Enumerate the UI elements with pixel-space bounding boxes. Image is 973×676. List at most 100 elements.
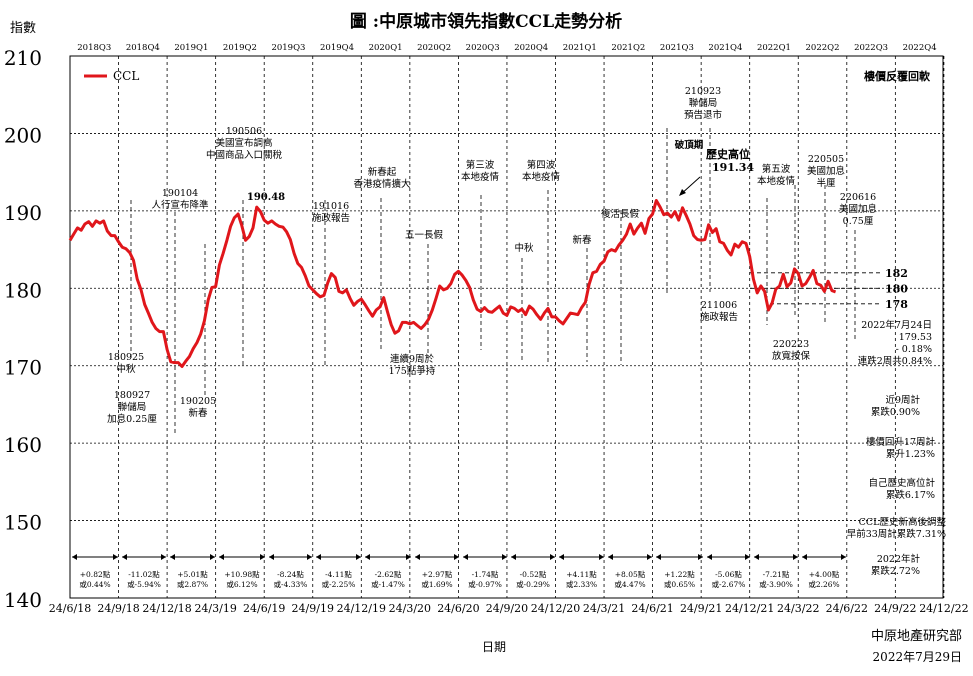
arrowhead-left bbox=[754, 554, 759, 560]
arrowhead-left bbox=[219, 554, 224, 560]
quarter-label: 2019Q4 bbox=[320, 43, 354, 53]
right-note-r5: CCL歷史新高後調整早前33周計累跌7.31% bbox=[847, 516, 947, 540]
quarter-label: 2021Q1 bbox=[563, 43, 597, 53]
annotation-line: 0.75厘 bbox=[843, 216, 874, 227]
arrowhead-right bbox=[210, 554, 215, 560]
arrowhead-left bbox=[415, 554, 420, 560]
annotation-a5: 190506 美國宣布調高中國商品入口關稅 bbox=[206, 126, 283, 161]
arrowhead-right bbox=[356, 554, 361, 560]
quarter-change-points: +8.05點 bbox=[615, 569, 646, 579]
annotation-line: 180925 bbox=[108, 352, 144, 363]
annotation-line: 190205 bbox=[180, 396, 216, 407]
arrowhead-left bbox=[72, 554, 77, 560]
arrowhead-right bbox=[260, 554, 265, 560]
right-note-line: 樓價回升17周計 bbox=[866, 436, 936, 448]
right-note-r3: 樓價回升17周計累升1.23% bbox=[866, 436, 936, 460]
historic-peak-value: 191.34 bbox=[712, 161, 754, 174]
y-tick-label: 210 bbox=[4, 46, 42, 70]
annotation-a8: 五一長假 bbox=[405, 229, 444, 241]
annotation-line: 第四波 bbox=[527, 159, 556, 171]
annotation-line: 破頂期 bbox=[675, 139, 704, 151]
right-note-line: 樓價反覆回軟 bbox=[864, 69, 931, 83]
x-tick-label: 24/9/21 bbox=[680, 602, 722, 615]
quarter-change-pct: 或2.33% bbox=[566, 579, 597, 589]
x-tick-label: 24/3/22 bbox=[777, 602, 819, 615]
quarter-label: 2020Q1 bbox=[369, 43, 403, 53]
annotation-line: 220505 bbox=[808, 154, 844, 165]
x-tick-label: 24/6/18 bbox=[49, 602, 91, 615]
annotation-line: 新春 bbox=[188, 407, 208, 419]
annotation-line: 220223 bbox=[773, 339, 809, 350]
quarter-change-points: -2.62點 bbox=[375, 569, 402, 579]
quarter-change-points: -8.24點 bbox=[277, 569, 304, 579]
legend-label: CCL bbox=[113, 69, 139, 83]
quarter-label: 2020Q4 bbox=[514, 43, 548, 53]
arrowhead-left bbox=[511, 554, 516, 560]
annotation-line: 180927 bbox=[114, 390, 150, 401]
quarter-change-points: -5.06點 bbox=[715, 569, 742, 579]
quarter-change-points: +2.97點 bbox=[422, 569, 453, 579]
x-tick-label: 24/12/21 bbox=[725, 602, 774, 615]
ccl-series-line bbox=[68, 199, 837, 368]
arrowhead-left bbox=[559, 554, 564, 560]
quarter-label: 2021Q2 bbox=[611, 43, 645, 53]
arrowhead-left bbox=[656, 554, 661, 560]
annotation-a14: 復活長假 bbox=[601, 208, 640, 220]
arrowhead-right bbox=[502, 554, 507, 560]
quarter-change-pct: 或-2.67% bbox=[712, 579, 746, 589]
x-tick-label: 24/3/19 bbox=[194, 602, 236, 615]
annotation-line: 聯儲局 bbox=[118, 401, 147, 413]
quarter-label: 2018Q3 bbox=[77, 43, 111, 53]
annotation-line: 半厘 bbox=[816, 177, 836, 189]
annotation-line: 施政報告 bbox=[700, 311, 738, 323]
quarter-change-points: -7.21點 bbox=[763, 569, 790, 579]
quarter-label: 2021Q3 bbox=[660, 43, 694, 53]
annotation-line: 211006 bbox=[701, 300, 737, 311]
footer-org: 中原地產研究部 bbox=[871, 628, 962, 644]
annotation-line: 五一長假 bbox=[405, 229, 444, 241]
annotation-line: 中國商品入口關稅 bbox=[206, 149, 283, 161]
annotation-line: 聯儲局 bbox=[689, 97, 718, 109]
arrowhead-right bbox=[647, 554, 652, 560]
quarter-change-pct: 或-2.25% bbox=[322, 579, 356, 589]
arrowhead-left bbox=[269, 554, 274, 560]
footer-date: 2022年7月29日 bbox=[873, 650, 962, 664]
right-note-r4: 自己歷史高位計累跌6.17% bbox=[868, 477, 935, 501]
x-tick-label: 24/9/19 bbox=[292, 602, 334, 615]
arrowhead-right bbox=[161, 554, 166, 560]
quarter-change-pct: 或-5.94% bbox=[127, 579, 161, 589]
chart-title: 圖 :中原城市領先指數CCL走勢分析 bbox=[350, 11, 622, 32]
y-tick-label: 160 bbox=[4, 433, 42, 457]
y-axis-title: 指數 bbox=[10, 21, 36, 36]
annotation-a1: 180925 中秋 bbox=[108, 352, 144, 375]
annotation-line: 191016 bbox=[313, 201, 349, 212]
x-tick-label: 24/9/20 bbox=[486, 602, 528, 615]
x-tick-label: 24/6/19 bbox=[243, 602, 285, 615]
right-note-line: 累升1.23% bbox=[886, 449, 935, 460]
annotation-a21: 220616 美國加息 0.75厘 bbox=[839, 192, 877, 227]
annotation-line: 190506 bbox=[226, 126, 262, 137]
annotation-a12: 中秋 bbox=[514, 242, 534, 254]
arrowhead-right bbox=[599, 554, 604, 560]
annotation-a2: 180927 聯儲局加息0.25厘 bbox=[107, 390, 157, 425]
y-tick-label: 200 bbox=[4, 123, 42, 147]
x-tick-label: 24/12/19 bbox=[337, 602, 386, 615]
annotation-a4: 190205 新春 bbox=[180, 396, 216, 419]
arrowhead-left bbox=[170, 554, 175, 560]
x-tick-label: 24/12/22 bbox=[919, 602, 968, 615]
right-note-line: CCL歷史新高後調整 bbox=[859, 516, 947, 528]
annotation-line: 第五波 bbox=[762, 163, 791, 175]
annotation-a20: 220505 美國加息半厘 bbox=[807, 154, 845, 189]
x-tick-label: 24/9/18 bbox=[97, 602, 139, 615]
quarter-label: 2020Q2 bbox=[417, 43, 451, 53]
annotation-a19: 220223 放寬按保 bbox=[772, 339, 811, 362]
annotation-a10: 第三波本地疫情 bbox=[461, 159, 500, 183]
right-note-line: 早前33周計累跌7.31% bbox=[847, 528, 946, 540]
annotation-line: 香港疫情擴大 bbox=[353, 178, 411, 190]
quarter-label: 2018Q4 bbox=[126, 43, 160, 53]
annotation-line: 210923 bbox=[685, 86, 721, 97]
right-note-line: 累跌2.72% bbox=[871, 565, 920, 577]
annotation-a7: 新春起香港疫情擴大 bbox=[353, 166, 411, 190]
